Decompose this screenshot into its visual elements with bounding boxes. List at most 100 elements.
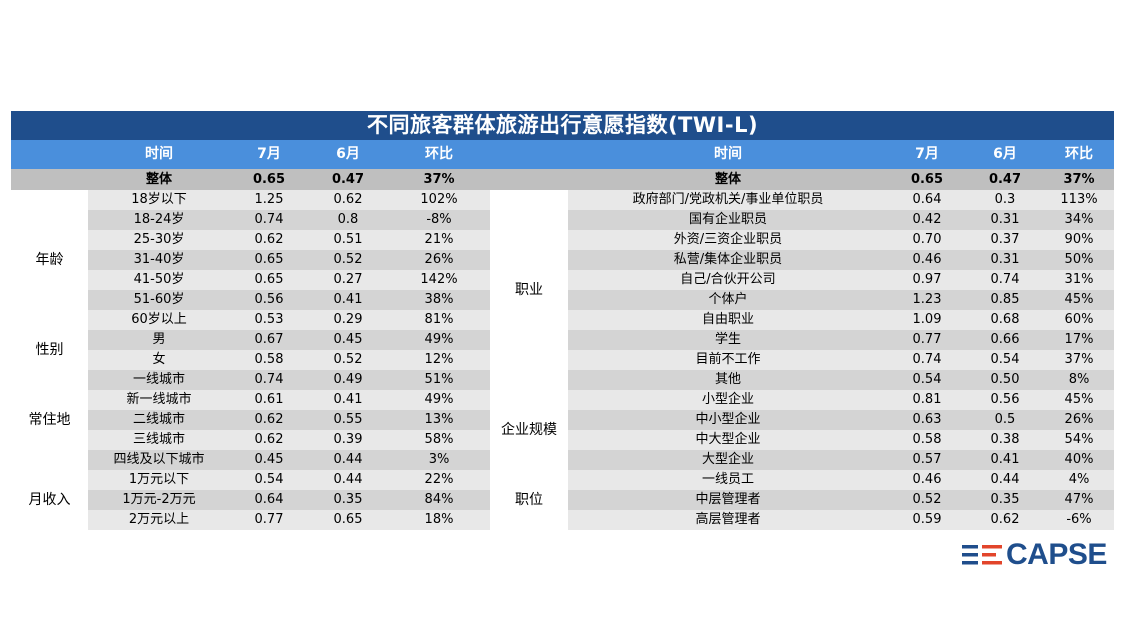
cell-label-left: 男 bbox=[88, 330, 230, 350]
cell-jun-left: 0.52 bbox=[308, 350, 388, 370]
cell-jun-left: 0.35 bbox=[308, 490, 388, 510]
header-jul-right: 7月 bbox=[888, 140, 966, 169]
cell-label-left: 四线及以下城市 bbox=[88, 450, 230, 470]
total-blank-left bbox=[11, 169, 88, 190]
cell-label-right: 国有企业职员 bbox=[568, 210, 888, 230]
total-mom-right: 37% bbox=[1044, 169, 1114, 190]
cell-label-right: 政府部门/党政机关/事业单位职员 bbox=[568, 190, 888, 210]
cell-label-right: 其他 bbox=[568, 370, 888, 390]
cell-mom-left: 51% bbox=[388, 370, 490, 390]
cell-jul-left: 0.65 bbox=[230, 270, 308, 290]
group-label-right: 企业规模 bbox=[490, 390, 568, 470]
cell-mom-left: 3% bbox=[388, 450, 490, 470]
cell-mom-right: 45% bbox=[1044, 290, 1114, 310]
cell-jun-right: 0.54 bbox=[966, 350, 1044, 370]
group-label-left: 常住地 bbox=[11, 370, 88, 470]
table-row: 性别男 0.67 0.45 49% 学生 0.77 0.66 17% bbox=[11, 330, 1114, 370]
cell-jul-left: 0.65 bbox=[230, 250, 308, 270]
total-row: 整体 0.65 0.47 37% 整体 0.65 0.47 37% bbox=[11, 169, 1114, 190]
cell-jul-left: 0.74 bbox=[230, 210, 308, 230]
cell-jul-right: 0.64 bbox=[888, 190, 966, 210]
cell-jul-right: 0.97 bbox=[888, 270, 966, 290]
cell-label-left: 二线城市 bbox=[88, 410, 230, 430]
cell-jun-right: 0.85 bbox=[966, 290, 1044, 310]
cell-label-left: 2万元以上 bbox=[88, 510, 230, 530]
cell-label-left: 25-30岁 bbox=[88, 230, 230, 250]
cell-mom-left: 12% bbox=[388, 350, 490, 370]
cell-label-left: 41-50岁 bbox=[88, 270, 230, 290]
cell-jul-right: 1.23 bbox=[888, 290, 966, 310]
cell-mom-right: 60% bbox=[1044, 310, 1114, 330]
cell-mom-left: 18% bbox=[388, 510, 490, 530]
total-mom-left: 37% bbox=[388, 169, 490, 190]
cell-jun-left: 0.41 bbox=[308, 390, 388, 410]
cell-jun-right: 0.3 bbox=[966, 190, 1044, 210]
header-blank-left bbox=[11, 140, 88, 169]
cell-mom-right: 17% bbox=[1044, 330, 1114, 350]
cell-jul-right: 0.70 bbox=[888, 230, 966, 250]
cell-label-right: 小型企业 bbox=[568, 390, 888, 410]
capse-logo: CAPSE bbox=[962, 538, 1124, 572]
cell-jul-left: 0.58 bbox=[230, 350, 308, 370]
table-row: 60岁以上 0.53 0.29 81% 自由职业 1.09 0.68 60% bbox=[11, 310, 1114, 330]
cell-mom-right: 31% bbox=[1044, 270, 1114, 290]
header-mom-right: 环比 bbox=[1044, 140, 1114, 169]
cell-label-right: 自己/合伙开公司 bbox=[568, 270, 888, 290]
total-jun-right: 0.47 bbox=[966, 169, 1044, 190]
cell-label-left: 1万元以下 bbox=[88, 470, 230, 490]
cell-jun-left: 0.44 bbox=[308, 470, 388, 490]
header-mom-left: 环比 bbox=[388, 140, 490, 169]
group-label-right: 职位 bbox=[490, 470, 568, 530]
cell-label-right: 中层管理者 bbox=[568, 490, 888, 510]
table-row: 常住地 一线城市 0.74 0.49 51% 其他 0.54 0.50 8% bbox=[11, 370, 1114, 470]
cell-jun-right: 0.41 bbox=[966, 450, 1044, 470]
cell-label-right: 高层管理者 bbox=[568, 510, 888, 530]
cell-mom-right: 113% bbox=[1044, 190, 1114, 210]
cell-mom-right: 90% bbox=[1044, 230, 1114, 250]
header-jul-left: 7月 bbox=[230, 140, 308, 169]
header-jun-right: 6月 bbox=[966, 140, 1044, 169]
cell-mom-right: -6% bbox=[1044, 510, 1114, 530]
table-row: 2万元以上 0.77 0.65 18% 高层管理者 0.59 0.62 -6% bbox=[11, 510, 1114, 530]
cell-jun-left: 0.62 bbox=[308, 190, 388, 210]
cell-jun-right: 0.38 bbox=[966, 430, 1044, 450]
cell-jul-right: 1.09 bbox=[888, 310, 966, 330]
cell-jun-right: 0.44 bbox=[966, 470, 1044, 490]
table-row: 月收入 1万元以下 0.54 0.44 22% 职位 一线员工 0.46 0.44 4% bbox=[11, 470, 1114, 530]
cell-jul-right: 0.81 bbox=[888, 390, 966, 410]
cell-label-right: 大型企业 bbox=[568, 450, 888, 470]
header-jun-left: 6月 bbox=[308, 140, 388, 169]
group-label-left: 性别 bbox=[11, 330, 88, 370]
group-label-left: 年龄 bbox=[11, 190, 88, 330]
cell-jun-left: 0.65 bbox=[308, 510, 388, 530]
cell-mom-right: 47% bbox=[1044, 490, 1114, 510]
cell-jul-right: 0.74 bbox=[888, 350, 966, 370]
cell-label-right: 中大型企业 bbox=[568, 430, 888, 450]
cell-label-left: 三线城市 bbox=[88, 430, 230, 450]
cell-jun-left: 0.49 bbox=[308, 370, 388, 390]
cell-mom-right: 54% bbox=[1044, 430, 1114, 450]
cell-jun-right: 0.56 bbox=[966, 390, 1044, 410]
cell-label-left: 31-40岁 bbox=[88, 250, 230, 270]
header-time-right: 时间 bbox=[568, 140, 888, 169]
cell-jul-left: 0.56 bbox=[230, 290, 308, 310]
cell-jul-left: 0.62 bbox=[230, 410, 308, 430]
cell-mom-left: 22% bbox=[388, 470, 490, 490]
table-row: 25-30岁 0.62 0.51 21% 外资/三资企业职员 0.70 0.37 90% bbox=[11, 230, 1114, 250]
cell-jul-left: 0.53 bbox=[230, 310, 308, 330]
cell-jun-right: 0.5 bbox=[966, 410, 1044, 430]
table-body: 整体 0.65 0.47 37% 整体 0.65 0.47 37% 年龄 18岁以… bbox=[11, 169, 1114, 530]
total-blank-right bbox=[490, 169, 568, 190]
cell-jun-left: 0.29 bbox=[308, 310, 388, 330]
cell-label-left: 一线城市 bbox=[88, 370, 230, 390]
table-row: 1万元-2万元 0.64 0.35 84% 中层管理者 0.52 0.35 47% bbox=[11, 490, 1114, 510]
cell-label-left: 51-60岁 bbox=[88, 290, 230, 310]
cell-jun-right: 0.68 bbox=[966, 310, 1044, 330]
cell-mom-right: 4% bbox=[1044, 470, 1114, 490]
cell-mom-right: 50% bbox=[1044, 250, 1114, 270]
group-label-left: 月收入 bbox=[11, 470, 88, 530]
cell-label-left: 18岁以下 bbox=[88, 190, 230, 210]
cell-jun-left: 0.51 bbox=[308, 230, 388, 250]
cell-jun-left: 0.8 bbox=[308, 210, 388, 230]
cell-label-right: 自由职业 bbox=[568, 310, 888, 330]
